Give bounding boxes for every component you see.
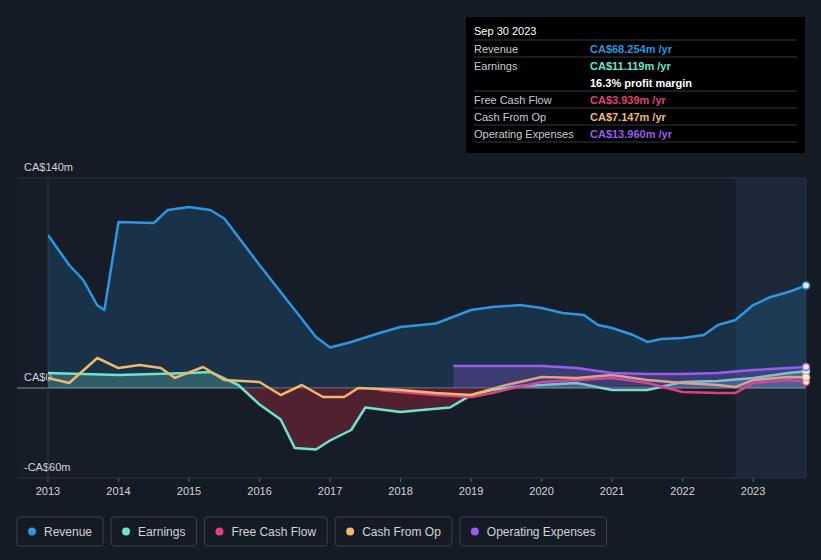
legend-label: Revenue <box>44 525 92 539</box>
legend-label: Cash From Op <box>362 525 441 539</box>
chart: CA$140m CA$0 -CA$60m 2013 2014 2015 2016 2017 20… <box>0 0 821 560</box>
end-marker <box>803 374 810 381</box>
tooltip-label: Revenue <box>474 43 518 55</box>
tooltip-box <box>466 17 805 153</box>
tooltip-label: Operating Expenses <box>474 128 574 140</box>
tooltip-value: CA$11.119m /yr <box>590 60 671 72</box>
tooltip-divider <box>474 108 797 109</box>
tooltip-note: 16.3% profit margin <box>590 77 692 89</box>
legend-label: Free Cash Flow <box>231 525 316 539</box>
tooltip-value: CA$7.147m /yr <box>590 111 667 123</box>
x-tick <box>330 478 331 482</box>
x-tick <box>259 478 260 482</box>
tooltip-label: Earnings <box>474 60 518 72</box>
legend-box <box>460 517 607 546</box>
tooltip-divider <box>474 125 797 126</box>
x-tick-label: 2019 <box>459 485 483 497</box>
y-tick-label: CA$140m <box>24 161 73 173</box>
series-line <box>48 207 806 348</box>
legend-label: Operating Expenses <box>487 525 596 539</box>
tooltip-divider <box>474 142 797 143</box>
area-fill <box>48 207 806 388</box>
tooltip-divider <box>474 40 797 41</box>
legend-item: Revenue <box>17 517 103 546</box>
tooltip-divider <box>474 91 797 92</box>
x-tick-label: 2018 <box>388 485 412 497</box>
tooltip-value: CA$3.939m /yr <box>590 94 667 106</box>
tooltip-value: CA$13.960m /yr <box>590 128 673 140</box>
legend-item: Free Cash Flow <box>204 517 327 546</box>
x-tick <box>118 478 119 482</box>
area-neg <box>48 388 806 450</box>
plot-background <box>17 178 805 478</box>
legend-item: Earnings <box>111 517 196 546</box>
legend-swatch <box>471 528 479 536</box>
end-marker <box>803 282 810 289</box>
x-tick-label: 2016 <box>247 485 271 497</box>
x-tick <box>400 478 401 482</box>
legend-label: Earnings <box>138 525 185 539</box>
legend-item: Cash From Op <box>335 517 452 546</box>
legend-box <box>111 517 196 546</box>
x-tick-label: 2017 <box>318 485 342 497</box>
tooltip-date: Sep 30 2023 <box>474 25 536 37</box>
x-tick <box>471 478 472 482</box>
x-tick-label: 2022 <box>670 485 694 497</box>
legend-box <box>204 517 327 546</box>
end-marker <box>803 364 810 371</box>
x-tick-label: 2013 <box>36 485 60 497</box>
area-fill <box>48 388 806 450</box>
series-line <box>48 358 806 397</box>
legend-swatch <box>28 528 36 536</box>
y-tick-label: -CA$60m <box>24 461 70 473</box>
plot-area <box>48 207 806 450</box>
x-tick <box>682 478 683 482</box>
x-tick-label: 2023 <box>741 485 765 497</box>
x-tick <box>753 478 754 482</box>
grid-line <box>17 178 806 179</box>
legend-box <box>17 517 103 546</box>
x-tick <box>189 478 190 482</box>
tooltip-label: Cash From Op <box>474 111 546 123</box>
x-tick-label: 2015 <box>177 485 201 497</box>
x-tick <box>48 478 49 482</box>
area-fill <box>453 366 806 388</box>
legend-swatch <box>215 528 223 536</box>
y-tick-label: CA$0 <box>24 371 52 383</box>
x-tick-label: 2021 <box>600 485 624 497</box>
legend-swatch <box>346 528 354 536</box>
x-tick <box>612 478 613 482</box>
x-tick-label: 2014 <box>106 485 130 497</box>
tooltip-label: Free Cash Flow <box>474 94 552 106</box>
legend-swatch <box>122 528 130 536</box>
tooltip-value: CA$68.254m /yr <box>590 43 673 55</box>
x-tick <box>541 478 542 482</box>
background <box>0 0 821 560</box>
grid-line <box>17 478 806 479</box>
legend-item: Operating Expenses <box>460 517 607 546</box>
x-tick-label: 2020 <box>529 485 553 497</box>
series-line <box>453 366 806 374</box>
tooltip-divider <box>474 57 797 58</box>
legend-box <box>335 517 452 546</box>
